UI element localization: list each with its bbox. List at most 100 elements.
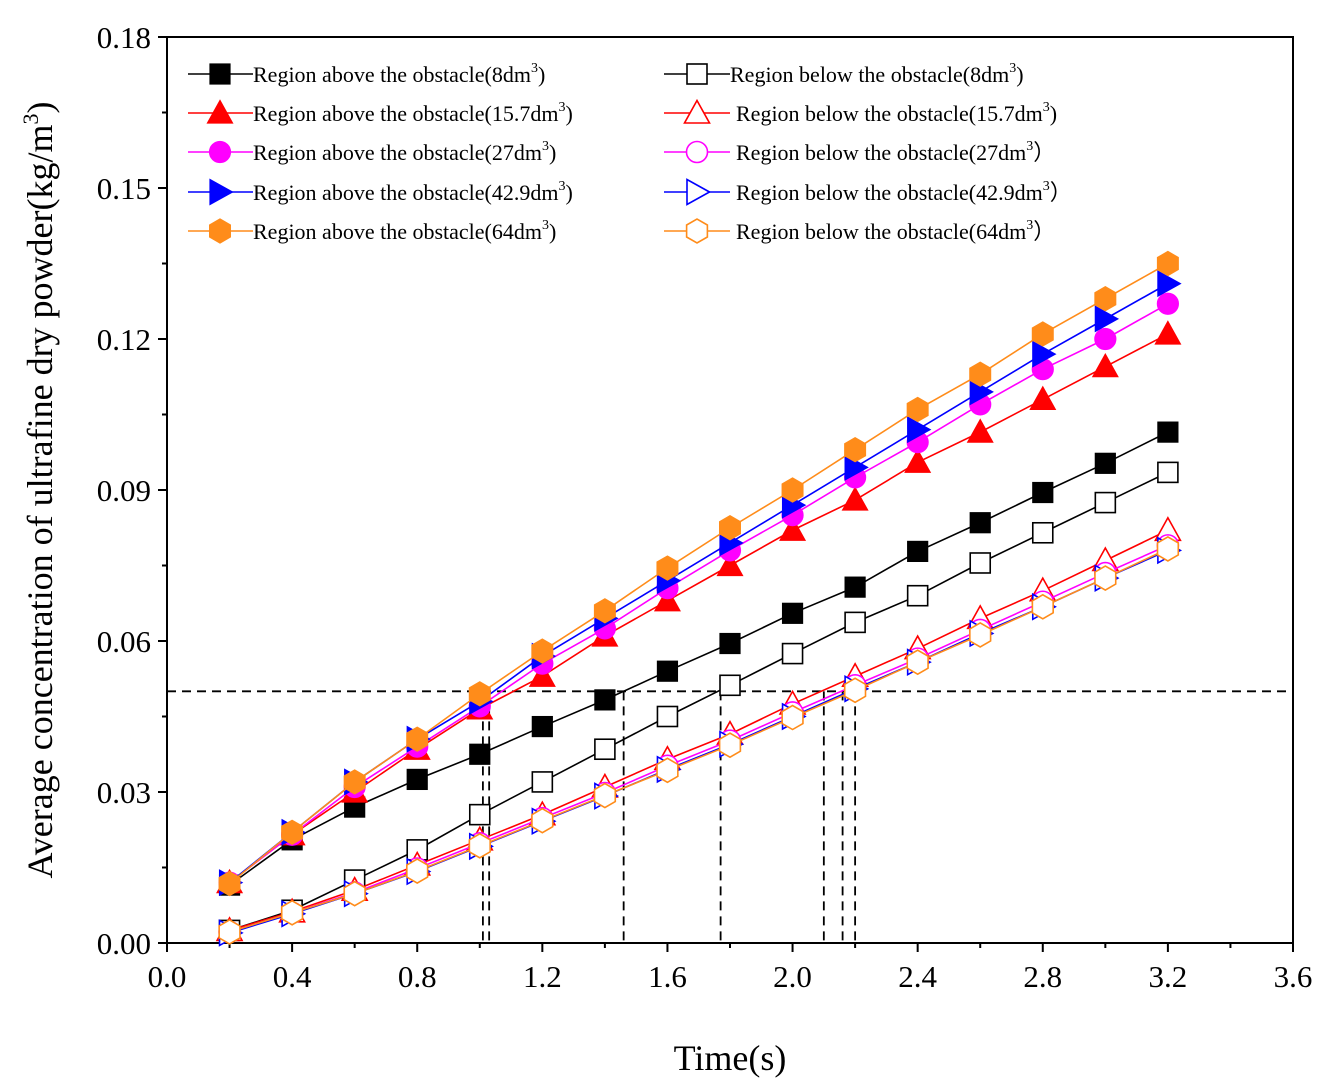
data-point	[1031, 593, 1054, 620]
legend-label: Region above the obstacle(42.9dm3)	[253, 179, 573, 205]
data-point	[593, 598, 616, 624]
data-point	[844, 576, 866, 598]
data-point	[1029, 385, 1057, 410]
data-point	[281, 819, 304, 845]
data-point	[594, 738, 616, 761]
legend-label-close: )	[565, 180, 572, 205]
legend-entry-4: Region below the obstacle(15.7dm3)	[664, 98, 1057, 126]
data-point	[1156, 535, 1180, 562]
legend-label-sup: 3	[1026, 218, 1033, 233]
series-line	[229, 549, 1169, 934]
data-point	[1154, 320, 1182, 345]
legend: Region above the obstacle(8dm3) Region be…	[188, 61, 1072, 244]
data-point	[1157, 461, 1179, 484]
data-point	[1094, 491, 1117, 514]
data-point	[1094, 305, 1120, 333]
data-point	[906, 396, 929, 423]
data-point	[531, 638, 554, 664]
legend-label: Region above the obstacle(15.7dm3)	[253, 100, 573, 126]
data-point	[966, 418, 994, 443]
y-tick-label: 0.09	[97, 473, 151, 508]
data-point	[468, 681, 491, 707]
y-axis-title-close: )	[20, 101, 60, 113]
y-axis-title-main: Average concentration of ultrafine dry p…	[20, 124, 60, 878]
data-series	[215, 250, 1183, 947]
data-point	[781, 602, 804, 624]
data-point	[653, 586, 681, 612]
y-tick-label: 0.12	[97, 322, 151, 357]
data-point	[716, 551, 744, 577]
x-tick-label: 3.2	[1149, 959, 1188, 994]
legend-marker	[209, 63, 231, 85]
legend-label-close: )	[1050, 101, 1057, 126]
legend-label-close: )	[1016, 62, 1023, 87]
data-point	[906, 584, 929, 607]
data-point	[218, 919, 241, 945]
legend-label-main: Region below the obstacle(64dm	[736, 219, 1026, 244]
data-point	[468, 832, 491, 859]
data-point	[1032, 481, 1054, 504]
data-point	[1094, 286, 1117, 312]
legend-entry-6: Region below the obstacle(27dm3）	[664, 139, 1055, 165]
legend-label-main: Region above the obstacle(64dm	[253, 219, 542, 244]
y-tick-label: 0.15	[97, 171, 151, 206]
series-2	[218, 461, 1179, 942]
legend-label-main: Region above the obstacle(42.9dm	[253, 180, 558, 205]
series-line	[229, 431, 1169, 886]
x-tick-label: 0.0	[148, 959, 187, 994]
legend-entry-7: Region above the obstacle(42.9dm3)	[188, 178, 573, 206]
legend-label-close: ）	[1033, 219, 1055, 244]
x-tick-label: 1.6	[648, 959, 687, 994]
series-line	[229, 471, 1169, 932]
data-point	[1031, 521, 1054, 544]
x-tick-label: 2.4	[898, 959, 937, 994]
y-axis-title-sup: 3	[18, 113, 43, 124]
x-tick-label: 2.0	[773, 959, 812, 994]
data-point	[843, 677, 867, 704]
legend-entry-9: Region above the obstacle(64dm3)	[188, 218, 556, 244]
legend-label-sup: 3	[1026, 139, 1033, 154]
legend-entry-8: Region below the obstacle(42.9dm3）	[664, 178, 1072, 206]
data-point	[531, 771, 554, 793]
data-point	[719, 515, 741, 541]
data-point	[594, 689, 616, 711]
y-tick-label: 0.00	[97, 926, 151, 961]
y-axis-title: Average concentration of ultrafine dry p…	[18, 101, 60, 878]
data-point	[656, 757, 679, 784]
legend-label-close: )	[549, 219, 556, 244]
data-point	[907, 540, 929, 563]
legend-marker	[685, 140, 709, 164]
data-point	[343, 769, 366, 795]
legend-marker	[209, 218, 231, 244]
legend-label: Region above the obstacle(8dm3)	[253, 61, 545, 87]
data-point	[719, 632, 741, 655]
data-point	[656, 660, 679, 682]
x-tick-label: 1.2	[523, 959, 562, 994]
legend-marker	[209, 178, 234, 206]
legend-marker	[685, 218, 709, 244]
legend-label-sup: 3	[542, 139, 549, 154]
data-point	[1156, 250, 1179, 277]
legend-label-sup: 3	[1009, 61, 1016, 76]
data-point	[280, 899, 304, 926]
data-point	[406, 858, 429, 884]
data-point	[656, 705, 679, 728]
legend-marker	[683, 98, 711, 124]
data-point	[469, 743, 491, 765]
legend-label-main: Region above the obstacle(15.7dm	[253, 101, 558, 126]
data-point	[1156, 292, 1179, 315]
data-point	[969, 552, 992, 574]
legend-label: Region below the obstacle(64dm3）	[736, 218, 1055, 244]
data-point	[1157, 270, 1182, 298]
x-tick-label: 0.4	[273, 959, 312, 994]
legend-label-close: )	[565, 101, 572, 126]
axes: 0.0 0.4 0.8 1.2 1.6 2.0 2.4 2.8 3.2 3.6 0.00 0.03 0.…	[97, 20, 1313, 994]
data-point	[406, 726, 429, 752]
data-point	[969, 512, 991, 534]
data-point	[1094, 452, 1116, 474]
series-line	[229, 548, 1169, 933]
series-line	[229, 303, 1169, 884]
data-point	[218, 870, 241, 897]
x-tick-label: 0.8	[398, 959, 437, 994]
data-point	[1094, 565, 1117, 592]
